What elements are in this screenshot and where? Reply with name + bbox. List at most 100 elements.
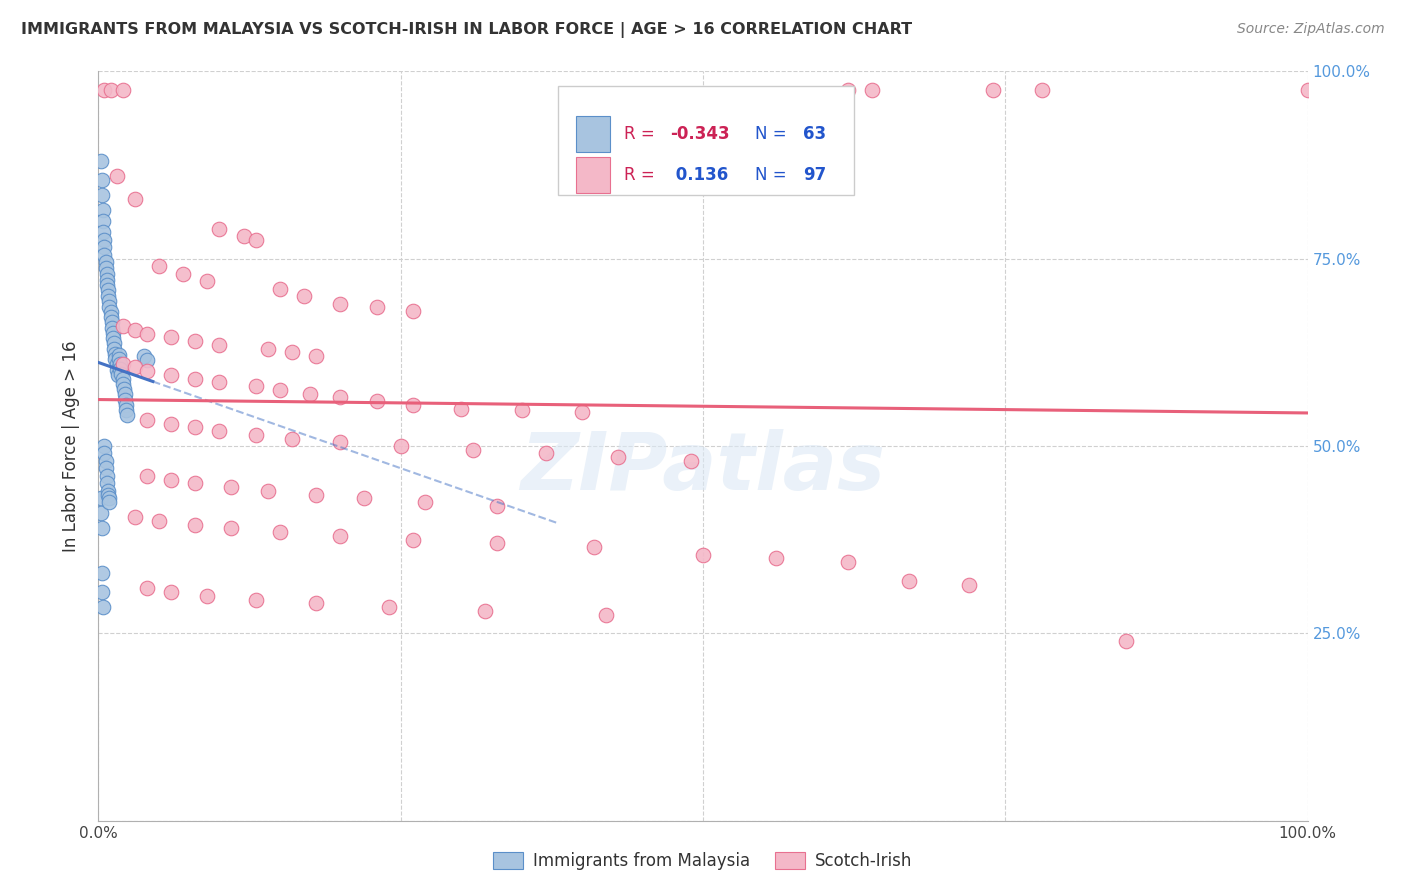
Point <box>221 480 243 494</box>
Point <box>486 499 509 513</box>
Point <box>366 394 388 409</box>
Point <box>184 371 207 385</box>
Text: 0.136: 0.136 <box>671 166 728 184</box>
Point <box>765 551 787 566</box>
Point <box>377 600 399 615</box>
Point <box>94 461 117 475</box>
Point <box>111 357 134 371</box>
Point <box>91 226 114 240</box>
Point <box>1296 83 1319 97</box>
Point <box>510 403 533 417</box>
Point <box>305 596 328 610</box>
Point <box>94 454 117 468</box>
Legend: Immigrants from Malaysia, Scotch-Irish: Immigrants from Malaysia, Scotch-Irish <box>486 845 920 877</box>
Point <box>93 446 115 460</box>
Point <box>595 607 617 622</box>
Point <box>115 403 138 417</box>
Point <box>256 342 278 356</box>
Point <box>100 320 122 334</box>
Point <box>160 368 183 382</box>
Point <box>111 371 134 385</box>
Point <box>111 319 134 334</box>
Point <box>107 368 129 382</box>
Point <box>837 83 859 97</box>
Point <box>486 536 509 550</box>
Point <box>101 331 124 345</box>
Point <box>402 304 425 318</box>
Point <box>91 202 114 217</box>
Text: 97: 97 <box>803 166 827 184</box>
Point <box>402 398 425 412</box>
Text: N =: N = <box>755 125 792 144</box>
Point <box>208 424 231 438</box>
Point <box>299 386 322 401</box>
Point <box>692 548 714 562</box>
Text: ZIPatlas: ZIPatlas <box>520 429 886 508</box>
Point <box>94 255 117 269</box>
Point <box>269 383 291 397</box>
Point <box>571 405 593 419</box>
Point <box>305 488 328 502</box>
Point <box>124 510 146 524</box>
Point <box>91 521 114 535</box>
Text: N =: N = <box>755 166 792 184</box>
Point <box>1031 83 1053 97</box>
Point <box>91 585 114 599</box>
Text: IMMIGRANTS FROM MALAYSIA VS SCOTCH-IRISH IN LABOR FORCE | AGE > 16 CORRELATION C: IMMIGRANTS FROM MALAYSIA VS SCOTCH-IRISH… <box>21 22 912 38</box>
Point <box>366 301 388 315</box>
FancyBboxPatch shape <box>558 87 855 195</box>
Point <box>98 294 121 309</box>
Point <box>111 376 134 391</box>
Point <box>221 521 243 535</box>
Point <box>104 347 127 361</box>
Point <box>245 233 267 247</box>
Point <box>110 367 132 381</box>
Point <box>607 450 630 465</box>
Point <box>172 267 194 281</box>
Point <box>91 600 114 615</box>
Text: 63: 63 <box>803 125 827 144</box>
Point <box>104 352 127 367</box>
Point <box>98 495 121 509</box>
Point <box>96 267 118 281</box>
Point <box>124 192 146 206</box>
Point <box>897 574 920 588</box>
Point <box>679 454 702 468</box>
Point <box>93 248 115 262</box>
Point <box>96 476 118 491</box>
Point <box>100 83 122 97</box>
Point <box>256 483 278 498</box>
Point <box>115 398 138 412</box>
Point <box>450 401 472 416</box>
Point <box>208 221 231 235</box>
Point <box>103 342 125 356</box>
Point <box>105 362 128 376</box>
Point <box>94 260 117 275</box>
Point <box>837 555 859 569</box>
Point <box>100 315 122 329</box>
Point <box>90 507 112 521</box>
Point <box>281 432 304 446</box>
Point <box>292 289 315 303</box>
Point <box>160 417 183 431</box>
Point <box>91 173 114 187</box>
Point <box>97 483 120 498</box>
Point <box>97 488 120 502</box>
Point <box>135 582 157 596</box>
Text: R =: R = <box>624 166 661 184</box>
Point <box>184 517 207 532</box>
Point <box>981 83 1004 97</box>
Point <box>160 330 183 344</box>
Point <box>195 589 218 603</box>
Point <box>860 83 883 97</box>
Point <box>160 585 183 599</box>
Point <box>957 577 980 591</box>
Point <box>184 476 207 491</box>
Text: -0.343: -0.343 <box>671 125 730 144</box>
Point <box>245 379 267 393</box>
Point <box>124 323 146 337</box>
FancyBboxPatch shape <box>576 116 610 153</box>
Text: R =: R = <box>624 125 661 144</box>
Point <box>105 169 128 184</box>
Point <box>208 338 231 352</box>
